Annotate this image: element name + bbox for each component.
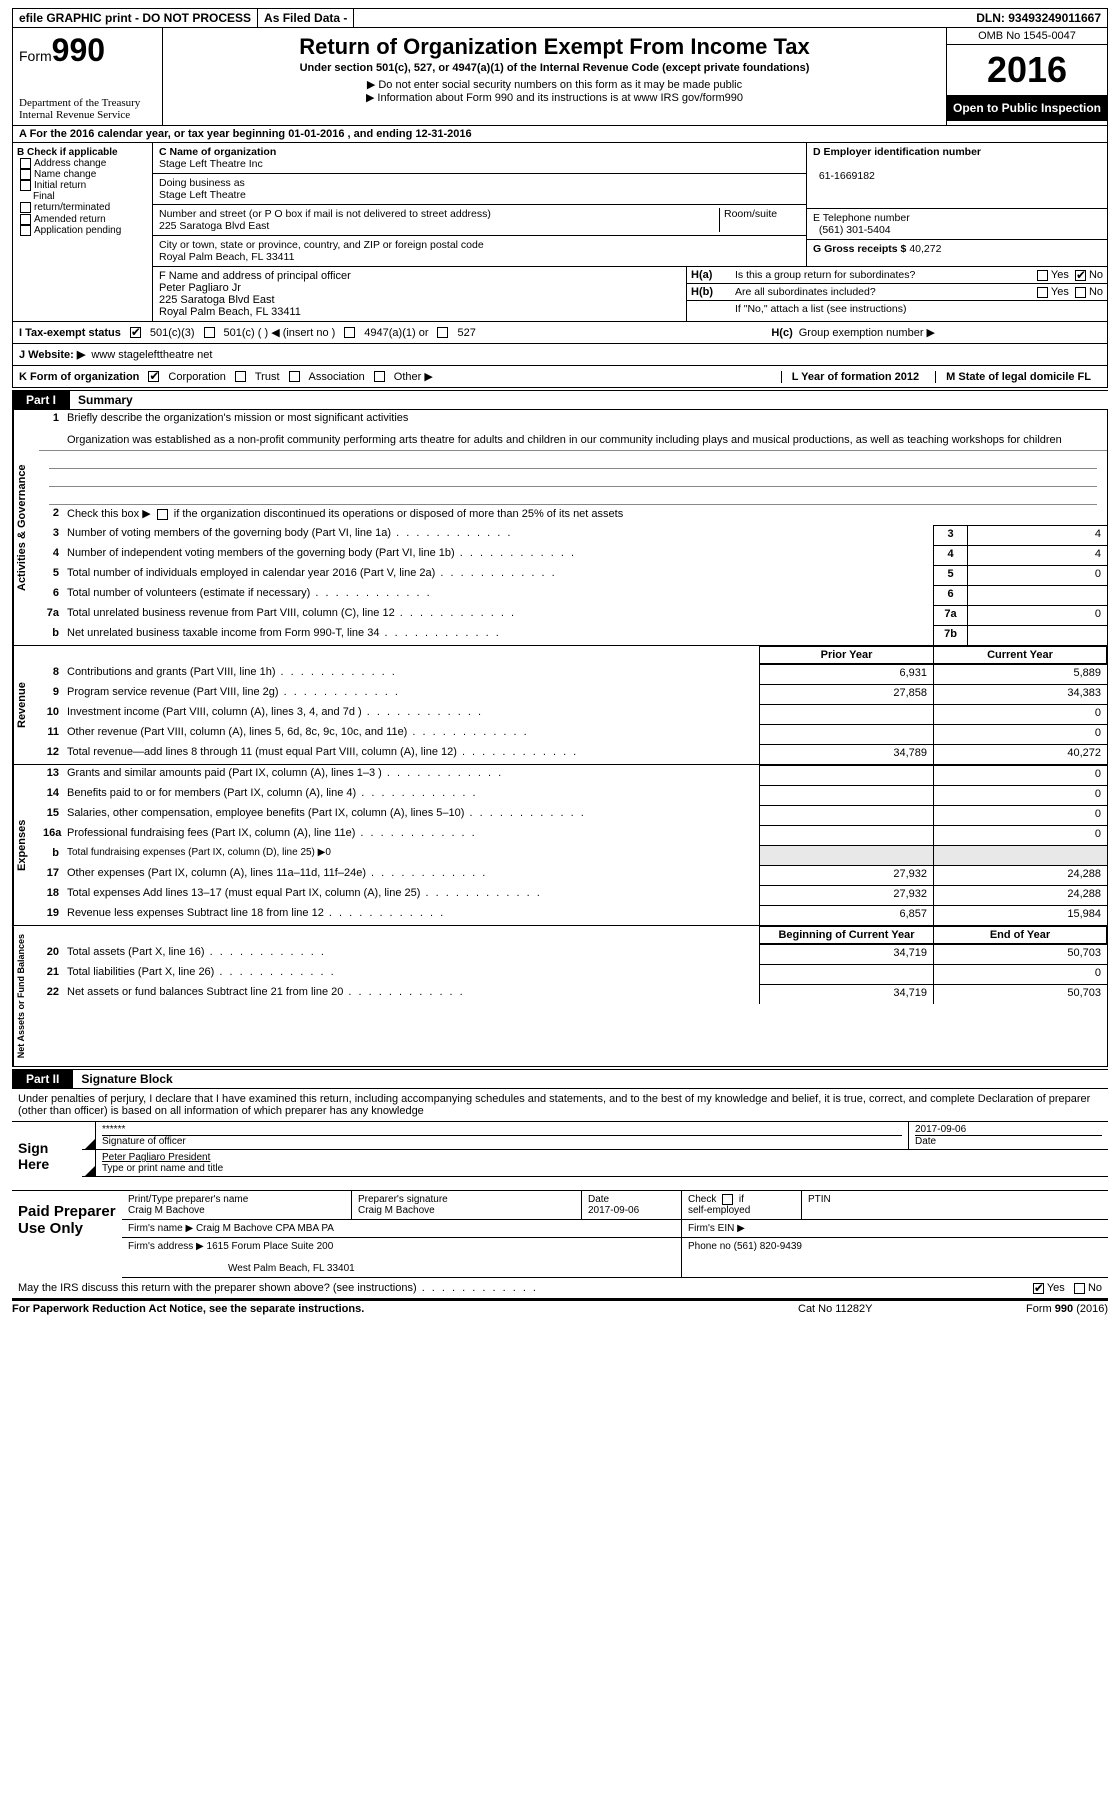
row-i: I Tax-exempt status 501(c)(3) 501(c) ( )…	[12, 322, 1108, 344]
efile-label: efile GRAPHIC print - DO NOT PROCESS	[13, 9, 258, 27]
row-a: A For the 2016 calendar year, or tax yea…	[12, 126, 1108, 143]
asfiled-label: As Filed Data -	[258, 9, 354, 27]
form-title: Return of Organization Exempt From Incom…	[171, 34, 938, 60]
dln: DLN: 93493249011667	[970, 9, 1107, 27]
form-header: Form990 Department of the Treasury Inter…	[12, 28, 1108, 126]
top-bar: efile GRAPHIC print - DO NOT PROCESS As …	[12, 8, 1108, 28]
irs-link[interactable]: www IRS gov/form990	[634, 92, 743, 104]
col-b: B Check if applicable Address change Nam…	[13, 143, 153, 321]
